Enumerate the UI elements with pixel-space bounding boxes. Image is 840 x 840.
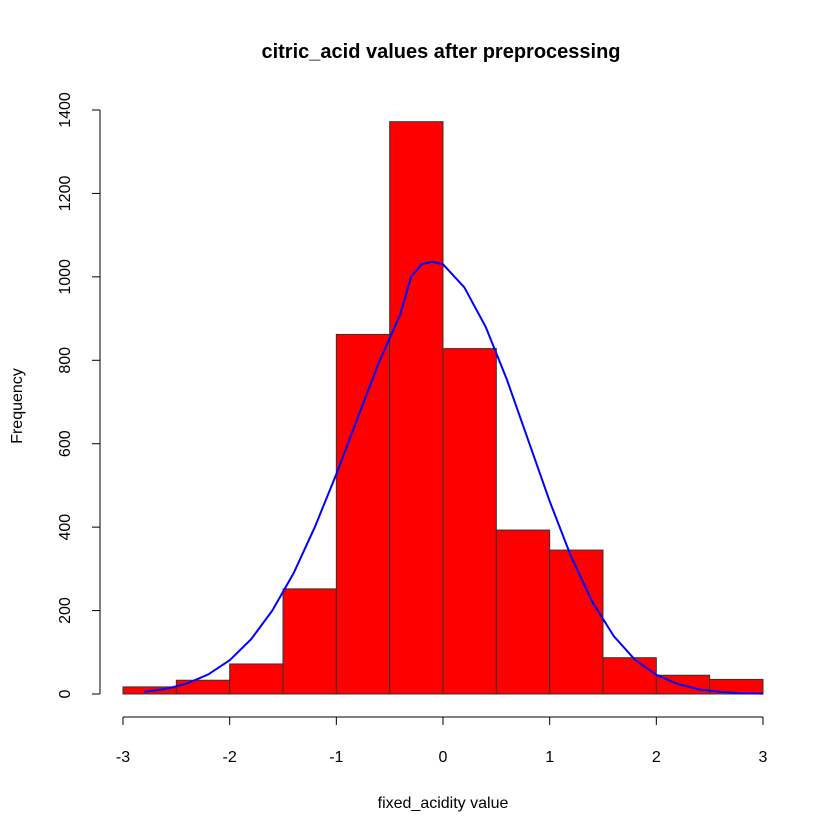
x-tick-label: -3 [116, 749, 130, 766]
histogram-bar [709, 678, 764, 695]
histogram-bar [389, 121, 444, 695]
histogram-bar [442, 348, 497, 695]
y-tick-label: 600 [57, 430, 74, 457]
histogram-bar [175, 679, 231, 695]
x-tick-label: -1 [329, 749, 343, 766]
y-tick-label: 0 [57, 689, 74, 698]
y-axis: 0 200 400 600 800 1000 1200 1400 [57, 92, 101, 698]
histogram-bar [229, 663, 284, 695]
histogram-bar [495, 529, 551, 695]
density-curve [144, 260, 764, 695]
x-tick-label: -2 [223, 749, 237, 766]
y-tick-label: 1000 [57, 259, 74, 295]
x-tick-label: 0 [439, 749, 448, 766]
histogram-bar [549, 549, 604, 695]
histogram-bar [602, 657, 657, 695]
x-tick-label: 2 [652, 749, 661, 766]
x-tick-label: 3 [759, 749, 768, 766]
y-tick-label: 200 [57, 597, 74, 624]
histogram-bar [282, 588, 337, 695]
x-axis-label: fixed_acidity value [378, 795, 509, 812]
bars-layer [122, 121, 764, 695]
chart-title: citric_acid values after preprocessing [261, 41, 620, 63]
y-axis-label: Frequency [9, 368, 26, 444]
histogram-bar [335, 333, 391, 695]
y-tick-label: 1400 [57, 92, 74, 128]
x-axis: -3 -2 -1 0 1 2 3 [116, 716, 768, 766]
y-tick-label: 1200 [57, 176, 74, 212]
y-tick-label: 800 [57, 347, 74, 374]
y-tick-label: 400 [57, 514, 74, 541]
x-tick-label: 1 [545, 749, 554, 766]
